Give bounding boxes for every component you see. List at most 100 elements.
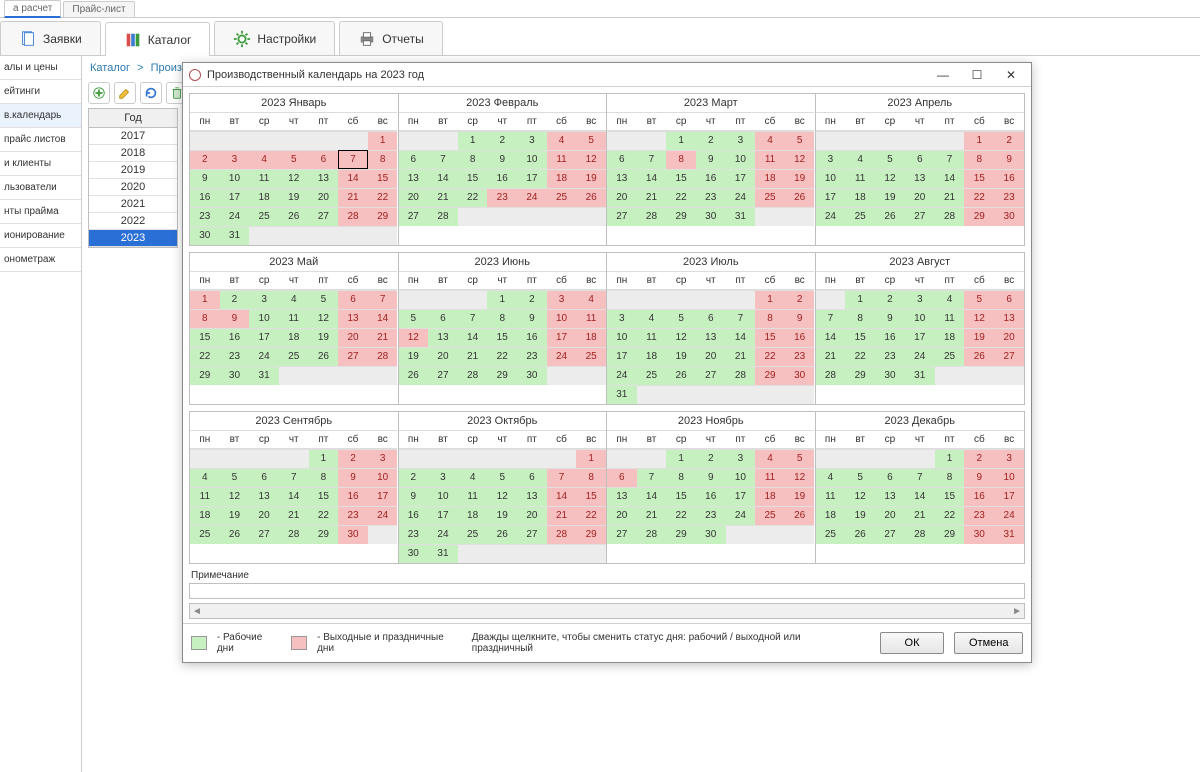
- day-cell[interactable]: 14: [338, 169, 368, 188]
- day-cell[interactable]: 14: [547, 487, 577, 506]
- day-cell[interactable]: 16: [696, 487, 726, 506]
- year-cell[interactable]: 2017: [89, 128, 177, 145]
- day-cell[interactable]: 30: [964, 525, 994, 544]
- day-cell[interactable]: 18: [755, 169, 785, 188]
- day-cell[interactable]: 4: [637, 309, 667, 328]
- refresh-button[interactable]: [140, 82, 162, 104]
- day-cell[interactable]: 24: [816, 207, 846, 226]
- day-cell[interactable]: 29: [845, 366, 875, 385]
- day-cell[interactable]: 10: [905, 309, 935, 328]
- day-cell[interactable]: 13: [607, 487, 637, 506]
- day-cell[interactable]: 25: [845, 207, 875, 226]
- day-cell[interactable]: 3: [607, 309, 637, 328]
- day-cell[interactable]: 8: [666, 150, 696, 169]
- day-cell[interactable]: 15: [368, 169, 398, 188]
- day-cell[interactable]: 13: [399, 169, 429, 188]
- day-cell[interactable]: 2: [785, 290, 815, 309]
- day-cell[interactable]: 20: [399, 188, 429, 207]
- day-cell[interactable]: 30: [994, 207, 1024, 226]
- day-cell[interactable]: 29: [666, 525, 696, 544]
- day-cell[interactable]: 16: [220, 328, 250, 347]
- day-cell[interactable]: 12: [845, 487, 875, 506]
- day-cell[interactable]: 30: [875, 366, 905, 385]
- day-cell[interactable]: 28: [726, 366, 756, 385]
- day-cell[interactable]: 13: [338, 309, 368, 328]
- add-button[interactable]: [88, 82, 110, 104]
- day-cell[interactable]: 11: [190, 487, 220, 506]
- day-cell[interactable]: 17: [607, 347, 637, 366]
- day-cell[interactable]: 14: [905, 487, 935, 506]
- day-cell[interactable]: 20: [696, 347, 726, 366]
- day-cell[interactable]: 14: [458, 328, 488, 347]
- day-cell[interactable]: 25: [755, 188, 785, 207]
- day-cell[interactable]: 18: [576, 328, 606, 347]
- day-cell[interactable]: 17: [517, 169, 547, 188]
- day-cell[interactable]: 15: [666, 169, 696, 188]
- day-cell[interactable]: 13: [249, 487, 279, 506]
- day-cell[interactable]: 17: [368, 487, 398, 506]
- day-cell[interactable]: 7: [547, 468, 577, 487]
- day-cell[interactable]: 25: [935, 347, 965, 366]
- day-cell[interactable]: 12: [309, 309, 339, 328]
- day-cell[interactable]: 26: [309, 347, 339, 366]
- day-cell[interactable]: 11: [935, 309, 965, 328]
- day-cell[interactable]: 19: [220, 506, 250, 525]
- day-cell[interactable]: 23: [785, 347, 815, 366]
- day-cell[interactable]: 12: [220, 487, 250, 506]
- day-cell[interactable]: 6: [994, 290, 1024, 309]
- day-cell[interactable]: 28: [816, 366, 846, 385]
- day-cell[interactable]: 21: [905, 506, 935, 525]
- day-cell[interactable]: 10: [816, 169, 846, 188]
- day-cell[interactable]: 16: [517, 328, 547, 347]
- main-tab-настройки[interactable]: Настройки: [214, 21, 335, 55]
- day-cell[interactable]: 3: [547, 290, 577, 309]
- day-cell[interactable]: 12: [399, 328, 429, 347]
- day-cell[interactable]: 29: [190, 366, 220, 385]
- sidebar-item[interactable]: в.календарь: [0, 104, 81, 128]
- day-cell[interactable]: 6: [399, 150, 429, 169]
- day-cell[interactable]: 2: [338, 449, 368, 468]
- day-cell[interactable]: 9: [517, 309, 547, 328]
- day-cell[interactable]: 6: [905, 150, 935, 169]
- day-cell[interactable]: 4: [279, 290, 309, 309]
- day-cell[interactable]: 23: [190, 207, 220, 226]
- day-cell[interactable]: 1: [487, 290, 517, 309]
- sidebar-item[interactable]: льзователи: [0, 176, 81, 200]
- day-cell[interactable]: 26: [279, 207, 309, 226]
- day-cell[interactable]: 28: [458, 366, 488, 385]
- day-cell[interactable]: 21: [279, 506, 309, 525]
- day-cell[interactable]: 10: [517, 150, 547, 169]
- day-cell[interactable]: 2: [517, 290, 547, 309]
- day-cell[interactable]: 4: [547, 131, 577, 150]
- day-cell[interactable]: 18: [816, 506, 846, 525]
- day-cell[interactable]: 5: [785, 131, 815, 150]
- day-cell[interactable]: 1: [755, 290, 785, 309]
- day-cell[interactable]: 13: [607, 169, 637, 188]
- day-cell[interactable]: 7: [458, 309, 488, 328]
- day-cell[interactable]: 23: [696, 506, 726, 525]
- day-cell[interactable]: 9: [875, 309, 905, 328]
- day-cell[interactable]: 19: [785, 169, 815, 188]
- day-cell[interactable]: 16: [994, 169, 1024, 188]
- day-cell[interactable]: 5: [279, 150, 309, 169]
- day-cell[interactable]: 18: [755, 487, 785, 506]
- day-cell[interactable]: 16: [190, 188, 220, 207]
- day-cell[interactable]: 26: [399, 366, 429, 385]
- day-cell[interactable]: 22: [964, 188, 994, 207]
- day-cell[interactable]: 7: [368, 290, 398, 309]
- day-cell[interactable]: 19: [279, 188, 309, 207]
- day-cell[interactable]: 29: [368, 207, 398, 226]
- day-cell[interactable]: 22: [576, 506, 606, 525]
- day-cell[interactable]: 6: [338, 290, 368, 309]
- day-cell[interactable]: 10: [726, 150, 756, 169]
- day-cell[interactable]: 27: [517, 525, 547, 544]
- day-cell[interactable]: 12: [785, 150, 815, 169]
- day-cell[interactable]: 22: [487, 347, 517, 366]
- day-cell[interactable]: 8: [935, 468, 965, 487]
- day-cell[interactable]: 27: [905, 207, 935, 226]
- day-cell[interactable]: 26: [785, 506, 815, 525]
- day-cell[interactable]: 15: [309, 487, 339, 506]
- day-cell[interactable]: 8: [368, 150, 398, 169]
- day-cell[interactable]: 10: [994, 468, 1024, 487]
- day-cell[interactable]: 11: [279, 309, 309, 328]
